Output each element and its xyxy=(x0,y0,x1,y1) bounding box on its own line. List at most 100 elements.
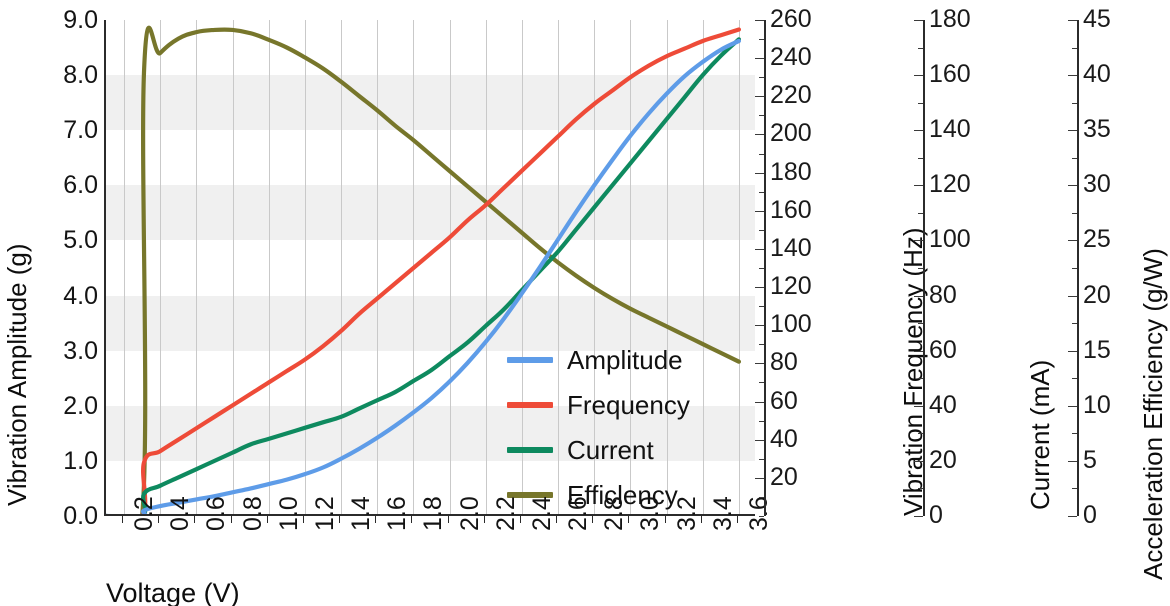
axis-tick-mark-minor xyxy=(918,103,923,104)
axis-tick-label: 80 xyxy=(929,280,957,309)
axis-tick-mark-minor xyxy=(1072,488,1077,489)
efficiency-curve xyxy=(106,25,742,514)
x-tick-mark xyxy=(375,516,376,523)
axis-tick-mark xyxy=(1068,406,1077,407)
axis-tick-mark xyxy=(1068,20,1077,21)
x-tick-mark xyxy=(701,516,702,523)
axis-tick-mark-minor xyxy=(759,39,764,40)
axis-tick-mark xyxy=(755,173,764,174)
y-tick-label: 5.0 xyxy=(63,226,98,255)
axis-tick-mark xyxy=(914,351,923,352)
axis-tick-label: 30 xyxy=(1083,170,1111,199)
axis-tick-mark xyxy=(1068,240,1077,241)
legend-item[interactable]: Efficlency xyxy=(507,472,690,514)
gridline xyxy=(594,20,595,514)
band xyxy=(106,75,755,131)
axis-tick-mark-minor xyxy=(1072,103,1077,104)
axis-tick-mark-minor xyxy=(759,516,764,517)
gridline xyxy=(703,20,704,514)
axis-tick-mark xyxy=(1068,461,1077,462)
x-tick-mark xyxy=(194,516,195,523)
x-tick-label: 3.2 xyxy=(673,496,701,531)
axis-tick-mark xyxy=(914,240,923,241)
gridline xyxy=(450,20,451,514)
axis-tick-mark-minor xyxy=(918,378,923,379)
axis-tick-label: 180 xyxy=(929,5,971,33)
y-tick-label: 2.0 xyxy=(63,391,98,420)
axis-tick-mark-minor xyxy=(1072,323,1077,324)
axis-tick-label: 160 xyxy=(770,195,812,224)
axis-tick-label: 40 xyxy=(770,424,798,453)
axis-tick-mark-minor xyxy=(1072,433,1077,434)
legend-item[interactable]: Frequency xyxy=(507,382,690,427)
axis-tick-label: 20 xyxy=(929,445,957,474)
y-tick-label: 8.0 xyxy=(63,61,98,90)
y-tick-label: 3.0 xyxy=(63,336,98,365)
axis-tick-mark xyxy=(755,96,764,97)
x-tick-label: 0.8 xyxy=(239,496,267,531)
x-tick-label: 0.6 xyxy=(202,496,230,531)
axis-tick-mark xyxy=(755,478,764,479)
x-axis-title: Voltage (V) xyxy=(106,578,240,606)
x-tick-label: 3.0 xyxy=(636,496,664,531)
legend-item[interactable]: Amplitude xyxy=(507,337,690,382)
x-tick-label: 0.2 xyxy=(130,496,158,531)
x-tick-mark xyxy=(448,516,449,523)
axis-tick-mark xyxy=(1068,516,1077,517)
y-tick-label: 7.0 xyxy=(63,116,98,145)
gridline xyxy=(233,20,234,514)
axis-tick-mark xyxy=(914,296,923,297)
axis-tick-mark xyxy=(914,461,923,462)
axis-tick-mark xyxy=(1068,185,1077,186)
axis-tick-mark-minor xyxy=(918,433,923,434)
axis-tick-label: 220 xyxy=(770,81,812,110)
gridline xyxy=(305,20,306,514)
legend-item[interactable]: Current xyxy=(507,427,690,472)
axis-tick-mark-minor xyxy=(1072,378,1077,379)
axis-tick-label: 120 xyxy=(929,170,971,199)
axis-tick-mark-minor xyxy=(759,497,764,498)
x-tick-label: 1.2 xyxy=(311,496,339,531)
x-tick-label: 3.6 xyxy=(745,496,773,531)
axis-tick-mark-minor xyxy=(759,421,764,422)
axis-tick-mark xyxy=(1068,351,1077,352)
axis-tick-label: 140 xyxy=(929,115,971,144)
x-tick-mark xyxy=(158,516,159,523)
axis-tick-mark xyxy=(1068,296,1077,297)
gridline xyxy=(160,20,161,514)
axis-tick-mark xyxy=(1068,75,1077,76)
axis-tick-mark-minor xyxy=(918,488,923,489)
axis-tick-label: 260 xyxy=(770,5,812,33)
gridline xyxy=(269,20,270,514)
axis-tick-mark-minor xyxy=(918,323,923,324)
axis-tick-label: 160 xyxy=(929,60,971,89)
x-tick-label: 2.2 xyxy=(492,496,520,531)
x-tick-mark xyxy=(628,516,629,523)
x-tick-label: 1.8 xyxy=(419,496,447,531)
gridline xyxy=(124,20,125,514)
axis-tick-label: 140 xyxy=(770,233,812,262)
axis-tick-label: 5 xyxy=(1083,445,1097,474)
x-tick-mark xyxy=(556,516,557,523)
gridline xyxy=(667,20,668,514)
y-tick-label: 6.0 xyxy=(63,171,98,200)
gridline xyxy=(630,20,631,514)
x-tick-mark xyxy=(737,516,738,523)
x-tick-label: 2.6 xyxy=(564,496,592,531)
current-curve xyxy=(106,37,742,514)
efficiency-axis-spine xyxy=(1077,20,1079,516)
axis-tick-mark-minor xyxy=(918,213,923,214)
legend-color-swatch xyxy=(507,491,553,498)
y-tick-label: 1.0 xyxy=(63,446,98,475)
axis-tick-label: 20 xyxy=(1083,280,1111,309)
gridline xyxy=(739,20,740,514)
axis-tick-mark-minor xyxy=(759,154,764,155)
axis-tick-label: 20 xyxy=(770,462,798,491)
axis-tick-label: 100 xyxy=(929,225,971,254)
axis-tick-label: 25 xyxy=(1083,225,1111,254)
band xyxy=(106,185,755,241)
axis-tick-label: 100 xyxy=(770,310,812,339)
axis-tick-mark-minor xyxy=(1072,158,1077,159)
legend-color-swatch xyxy=(507,356,553,363)
x-tick-mark xyxy=(411,516,412,523)
